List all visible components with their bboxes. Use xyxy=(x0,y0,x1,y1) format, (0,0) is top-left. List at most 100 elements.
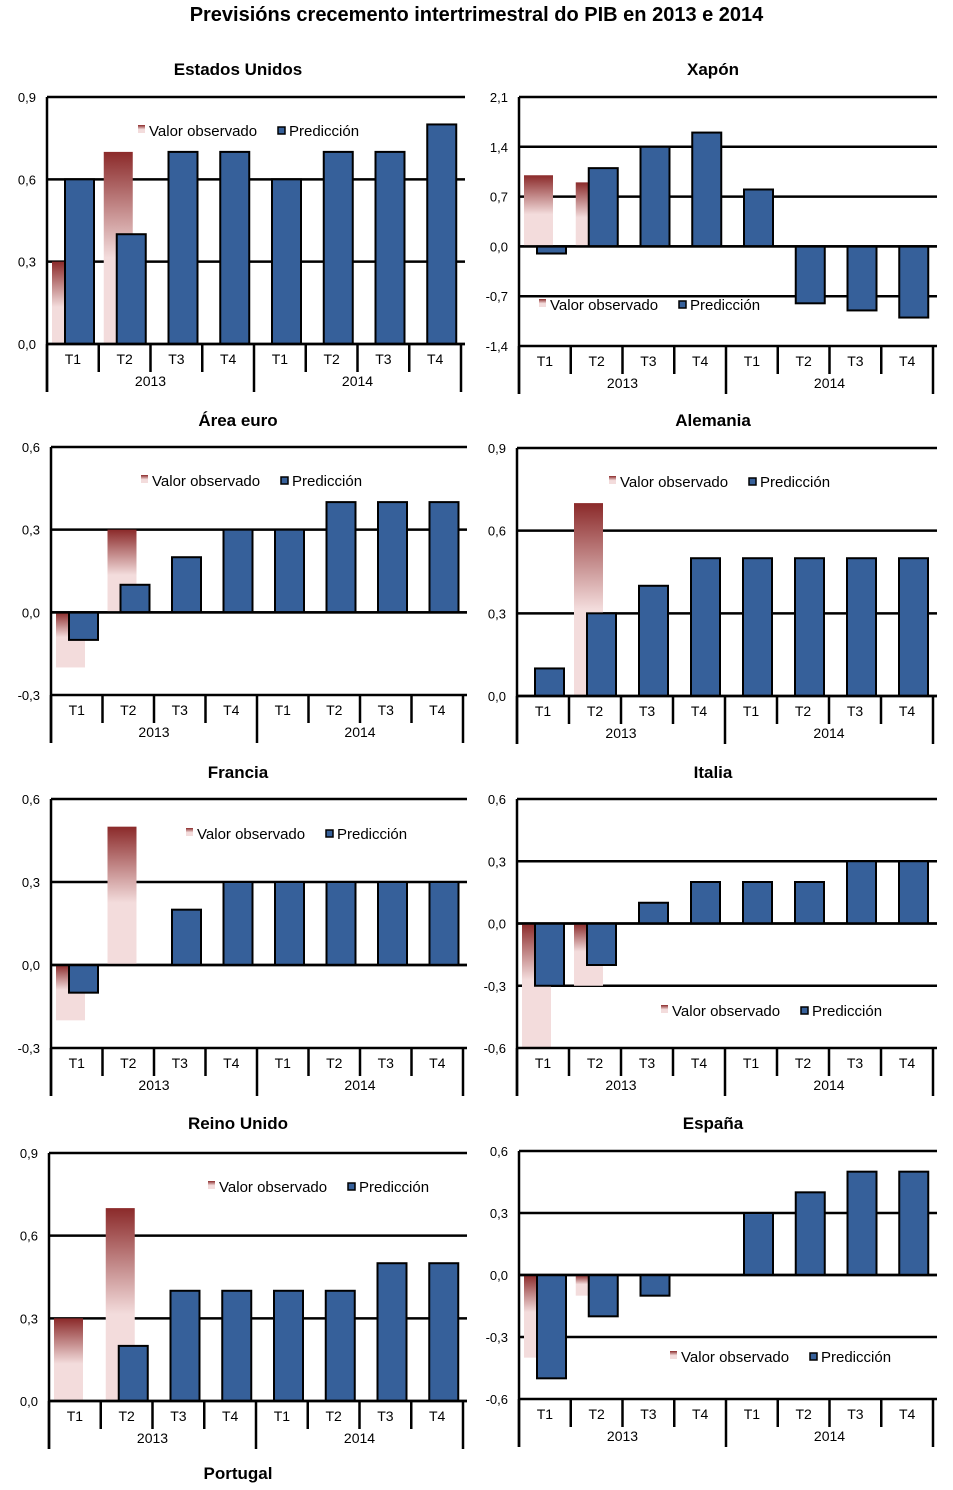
chart-4: Alemania 0,0 0,3 0,6 0,9 T1 T2 T3 T4 T1 T2 T3 T4 2013… xyxy=(488,411,937,744)
prediction-bar xyxy=(742,881,773,925)
y-tick-label: 0,3 xyxy=(488,606,506,621)
prediction-bar xyxy=(846,557,877,697)
x-tick-label: T1 xyxy=(743,703,760,719)
legend-swatch-observed xyxy=(208,1181,215,1189)
legend-swatch-observed xyxy=(138,125,145,133)
y-tick-label: -0,6 xyxy=(484,1041,506,1056)
year-label: 2013 xyxy=(605,1077,636,1093)
x-tick-label: T1 xyxy=(535,1055,552,1071)
x-tick-label: T3 xyxy=(640,1406,657,1422)
x-tick-label: T3 xyxy=(847,703,864,719)
observed-bar xyxy=(107,826,137,965)
year-label: 2014 xyxy=(814,1428,845,1444)
chart-title: Xapón xyxy=(687,60,739,79)
x-tick-label: T3 xyxy=(847,1055,864,1071)
x-tick-label: T3 xyxy=(375,351,392,367)
legend: Valor observado Predicción xyxy=(141,473,362,490)
year-label: 2014 xyxy=(344,724,375,740)
x-tick-label: T3 xyxy=(847,1406,864,1422)
x-tick-label: T1 xyxy=(275,702,292,718)
year-label: 2013 xyxy=(607,1428,638,1444)
x-tick-label: T2 xyxy=(795,1406,812,1422)
legend-swatch-observed xyxy=(609,476,616,484)
year-label: 2013 xyxy=(607,375,638,391)
x-tick-label: T3 xyxy=(170,1408,187,1424)
prediction-bar xyxy=(219,150,251,345)
y-tick-label: 1,4 xyxy=(490,140,508,155)
legend-swatch-prediction xyxy=(748,477,757,486)
prediction-bar xyxy=(638,584,669,697)
legend-swatch-prediction xyxy=(678,300,687,309)
x-tick-label: T4 xyxy=(691,703,708,719)
legend-label-prediction: Predicción xyxy=(812,1003,882,1020)
chart-title: Estados Unidos xyxy=(174,60,302,79)
legend-swatch-observed xyxy=(661,1005,668,1013)
legend-swatch-prediction xyxy=(809,1352,818,1361)
x-tick-label: T2 xyxy=(326,702,343,718)
y-tick-label: 0,0 xyxy=(20,1394,38,1409)
y-tick-label: 0,3 xyxy=(22,523,40,538)
y-tick-label: 0,0 xyxy=(488,917,506,932)
x-tick-label: T2 xyxy=(325,1408,342,1424)
x-tick-label: T2 xyxy=(326,1055,343,1071)
x-tick-label: T1 xyxy=(67,1408,84,1424)
y-tick-label: 2,1 xyxy=(490,90,508,105)
page-title: Previsións crecemento intertrimestral do… xyxy=(189,4,764,26)
chart-6: Italia -0,6 -0,3 0,0 0,3 0,6 T1 T2 T3 T4 T1 T2 T3 T4 2… xyxy=(484,763,937,1096)
y-tick-label: 0,3 xyxy=(488,854,506,869)
prediction-bar xyxy=(426,123,458,345)
chart-title: Italia xyxy=(694,763,733,782)
legend-label-observed: Valor observado xyxy=(672,1003,780,1020)
prediction-bar xyxy=(222,528,254,614)
prediction-bar xyxy=(428,501,460,614)
x-tick-label: T1 xyxy=(744,353,761,369)
x-tick-label: T2 xyxy=(323,351,340,367)
year-label: 2013 xyxy=(605,725,636,741)
x-tick-label: T1 xyxy=(272,351,289,367)
prediction-bar xyxy=(898,557,929,697)
prediction-bar xyxy=(117,1344,149,1403)
legend-label-prediction: Predicción xyxy=(690,297,760,314)
y-tick-label: 0,6 xyxy=(488,524,506,539)
bottom-chart-title: Portugal xyxy=(203,1464,273,1483)
x-tick-label: T4 xyxy=(429,702,446,718)
x-tick-label: T3 xyxy=(172,1055,189,1071)
year-label: 2014 xyxy=(344,1077,375,1093)
legend: Valor observado Predicción xyxy=(670,1349,891,1366)
x-tick-label: T2 xyxy=(116,351,133,367)
prediction-bar xyxy=(171,908,202,967)
prediction-bar xyxy=(64,178,95,345)
prediction-bar xyxy=(273,1289,304,1403)
x-tick-label: T2 xyxy=(118,1408,135,1424)
prediction-bar xyxy=(586,922,617,966)
prediction-bar xyxy=(639,1274,671,1297)
year-label: 2013 xyxy=(138,1077,169,1093)
prediction-bar xyxy=(271,178,302,345)
y-tick-label: 0,3 xyxy=(22,875,40,890)
legend: Valor observado Predicción xyxy=(661,1003,882,1020)
prediction-bar xyxy=(794,1191,826,1277)
prediction-bar xyxy=(322,150,354,345)
x-tick-label: T4 xyxy=(429,1055,446,1071)
x-tick-label: T3 xyxy=(378,702,395,718)
prediction-bar xyxy=(743,1212,774,1276)
x-tick-label: T2 xyxy=(120,702,137,718)
x-tick-label: T4 xyxy=(220,351,237,367)
y-tick-label: -1,4 xyxy=(486,339,508,354)
legend-label-observed: Valor observado xyxy=(152,473,260,490)
chart-3: Área euro -0,3 0,0 0,3 0,6 T1 T2 T3 T4 T1 T2 T3 T4 20… xyxy=(18,411,467,743)
legend-label-prediction: Predicción xyxy=(821,1349,891,1366)
prediction-bar xyxy=(794,245,826,305)
x-tick-label: T2 xyxy=(588,353,605,369)
prediction-bar xyxy=(743,188,774,248)
year-label: 2014 xyxy=(344,1430,375,1446)
prediction-bar xyxy=(690,557,721,697)
legend-label-observed: Valor observado xyxy=(219,1179,327,1196)
x-tick-label: T4 xyxy=(899,1406,916,1422)
legend-label-observed: Valor observado xyxy=(149,123,257,140)
x-tick-label: T1 xyxy=(537,1406,554,1422)
y-tick-label: 0,0 xyxy=(22,605,40,620)
x-tick-label: T4 xyxy=(223,1055,240,1071)
prediction-bar xyxy=(167,150,199,345)
chart-5: Francia -0,3 0,0 0,3 0,6 T1 T2 T3 T4 T1 T2 T3 T4 2013… xyxy=(18,763,467,1096)
